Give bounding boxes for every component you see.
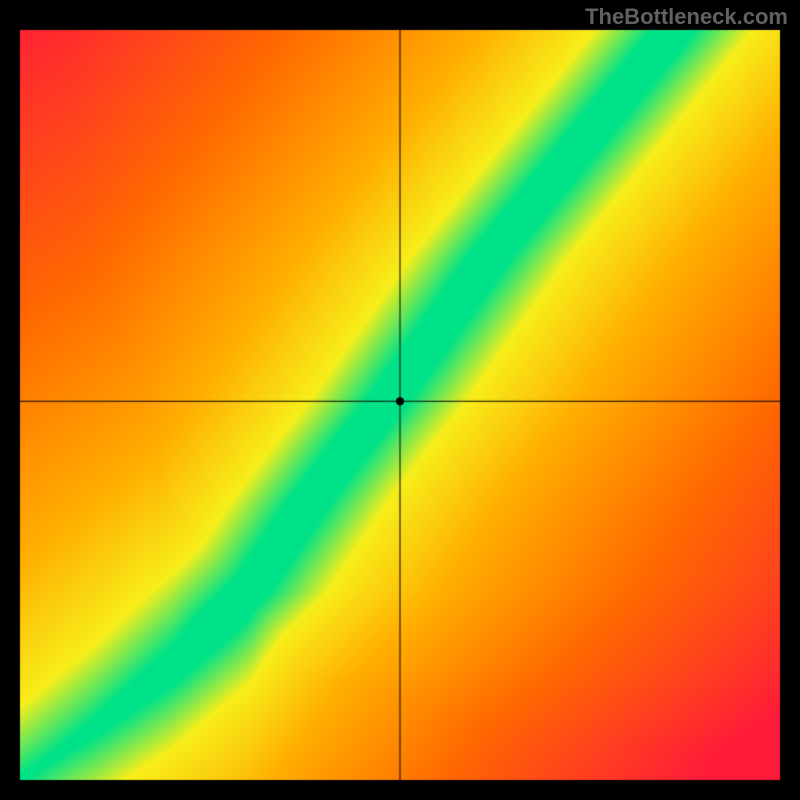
chart-container: TheBottleneck.com <box>0 0 800 800</box>
bottleneck-heatmap <box>0 0 800 800</box>
watermark-text: TheBottleneck.com <box>585 4 788 30</box>
